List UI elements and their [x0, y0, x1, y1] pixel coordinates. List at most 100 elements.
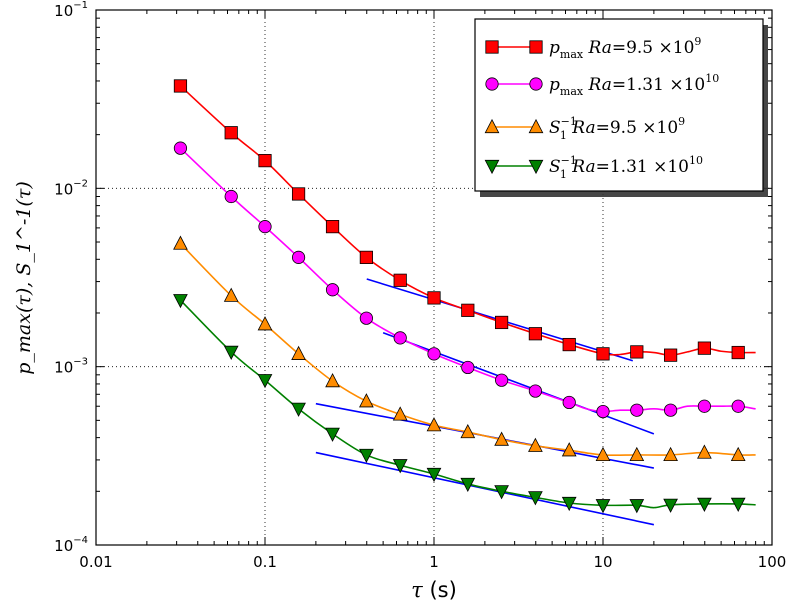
data-point	[561, 442, 577, 457]
data-point	[426, 467, 442, 483]
data-point	[697, 444, 712, 459]
data-point	[730, 497, 746, 512]
data-point	[528, 327, 542, 341]
tick-labels: 0.01 0.1 1 10 100 10−4 10−3 10−2 10−1	[54, 0, 786, 571]
data-point	[528, 491, 543, 506]
x-tick-label: 1	[429, 553, 439, 571]
data-point	[359, 393, 374, 408]
legend-entry: pmax Ra=1.31 ×1010	[485, 72, 719, 98]
x-tick-label: 0.01	[79, 553, 112, 571]
data-point	[461, 303, 475, 317]
series-1	[173, 79, 756, 362]
series-3	[173, 235, 756, 462]
data-point	[291, 345, 306, 360]
series-layer	[173, 79, 756, 514]
data-point	[257, 374, 273, 389]
data-point	[427, 291, 441, 305]
data-point	[173, 294, 188, 309]
legend-label: S−1 1 Ra=1.31 ×1010	[549, 154, 703, 181]
data-point	[359, 448, 374, 463]
data-point	[173, 235, 188, 250]
data-point	[663, 498, 678, 513]
legend-entry: pmax Ra=9.5 ×109	[485, 35, 701, 61]
data-point	[663, 446, 678, 462]
data-point	[595, 499, 611, 514]
data-point	[731, 345, 745, 360]
data-point	[630, 403, 644, 417]
legend-marker	[529, 77, 543, 91]
data-point	[173, 79, 188, 93]
data-point	[494, 431, 509, 446]
data-point	[697, 497, 712, 512]
data-point	[528, 384, 542, 398]
data-point	[325, 220, 340, 234]
data-point	[258, 154, 272, 168]
data-point	[325, 283, 340, 297]
legend-entry: S−1 1 Ra=1.31 ×1010	[484, 154, 703, 181]
data-point	[730, 446, 746, 462]
x-tick-label: 0.1	[253, 553, 277, 571]
legend-label: pmax Ra=1.31 ×1010	[549, 72, 719, 98]
legend-label: S−1 1 Ra=9.5 ×109	[549, 115, 685, 142]
data-point	[392, 406, 408, 421]
y-tick-label: 10−1	[54, 0, 88, 20]
data-point	[664, 348, 678, 362]
grid-lines	[96, 10, 772, 545]
x-tick-label: 100	[758, 553, 787, 571]
data-point	[528, 437, 543, 452]
data-point	[460, 477, 476, 493]
legend-marker	[485, 40, 499, 54]
data-point	[495, 315, 509, 330]
data-point	[664, 403, 678, 417]
y-tick-label: 10−4	[54, 535, 88, 555]
data-point	[393, 273, 407, 287]
legend-marker	[485, 77, 499, 91]
legend-marker	[484, 159, 500, 175]
y-axis-label-text: p_max(τ), S_1^-1(τ)	[13, 181, 35, 375]
data-point	[731, 399, 745, 413]
data-point	[697, 399, 711, 413]
data-point	[495, 373, 509, 387]
data-point	[173, 141, 188, 155]
legend: pmax Ra=9.5 ×109 pmax Ra=1.31 ×1010 S−1 1 R…	[474, 18, 768, 197]
fit-line	[382, 331, 655, 435]
data-point	[223, 287, 239, 302]
data-point	[629, 499, 645, 514]
series-line	[179, 85, 756, 356]
data-point	[291, 402, 306, 417]
data-point	[562, 395, 576, 410]
data-point	[629, 446, 645, 462]
data-point	[257, 316, 273, 331]
series-2	[173, 141, 756, 419]
data-point	[359, 250, 373, 264]
data-point	[494, 485, 509, 500]
data-point	[562, 337, 576, 352]
data-point	[291, 250, 306, 264]
ticks	[95, 10, 772, 546]
data-point	[392, 459, 408, 474]
data-point	[224, 126, 238, 140]
legend-label: pmax Ra=9.5 ×109	[549, 35, 701, 61]
data-point	[460, 423, 476, 439]
data-point	[224, 189, 238, 204]
data-point	[596, 347, 610, 361]
series-4	[173, 294, 756, 514]
legend-marker	[528, 118, 544, 134]
data-point	[596, 404, 610, 419]
data-point	[325, 373, 340, 388]
x-tick-label: 10	[593, 553, 612, 571]
data-point	[561, 496, 577, 512]
data-point	[393, 331, 407, 345]
legend-marker	[528, 159, 544, 175]
data-point	[325, 427, 340, 442]
data-point	[258, 220, 272, 234]
legend-marker	[484, 118, 500, 134]
y-tick-label: 10−3	[54, 357, 88, 377]
data-point	[630, 345, 644, 359]
data-point	[697, 341, 711, 355]
y-tick-label: 10−2	[54, 178, 88, 198]
data-point	[359, 311, 373, 325]
data-point	[291, 187, 306, 201]
legend-marker	[529, 40, 543, 54]
data-point	[426, 417, 442, 432]
